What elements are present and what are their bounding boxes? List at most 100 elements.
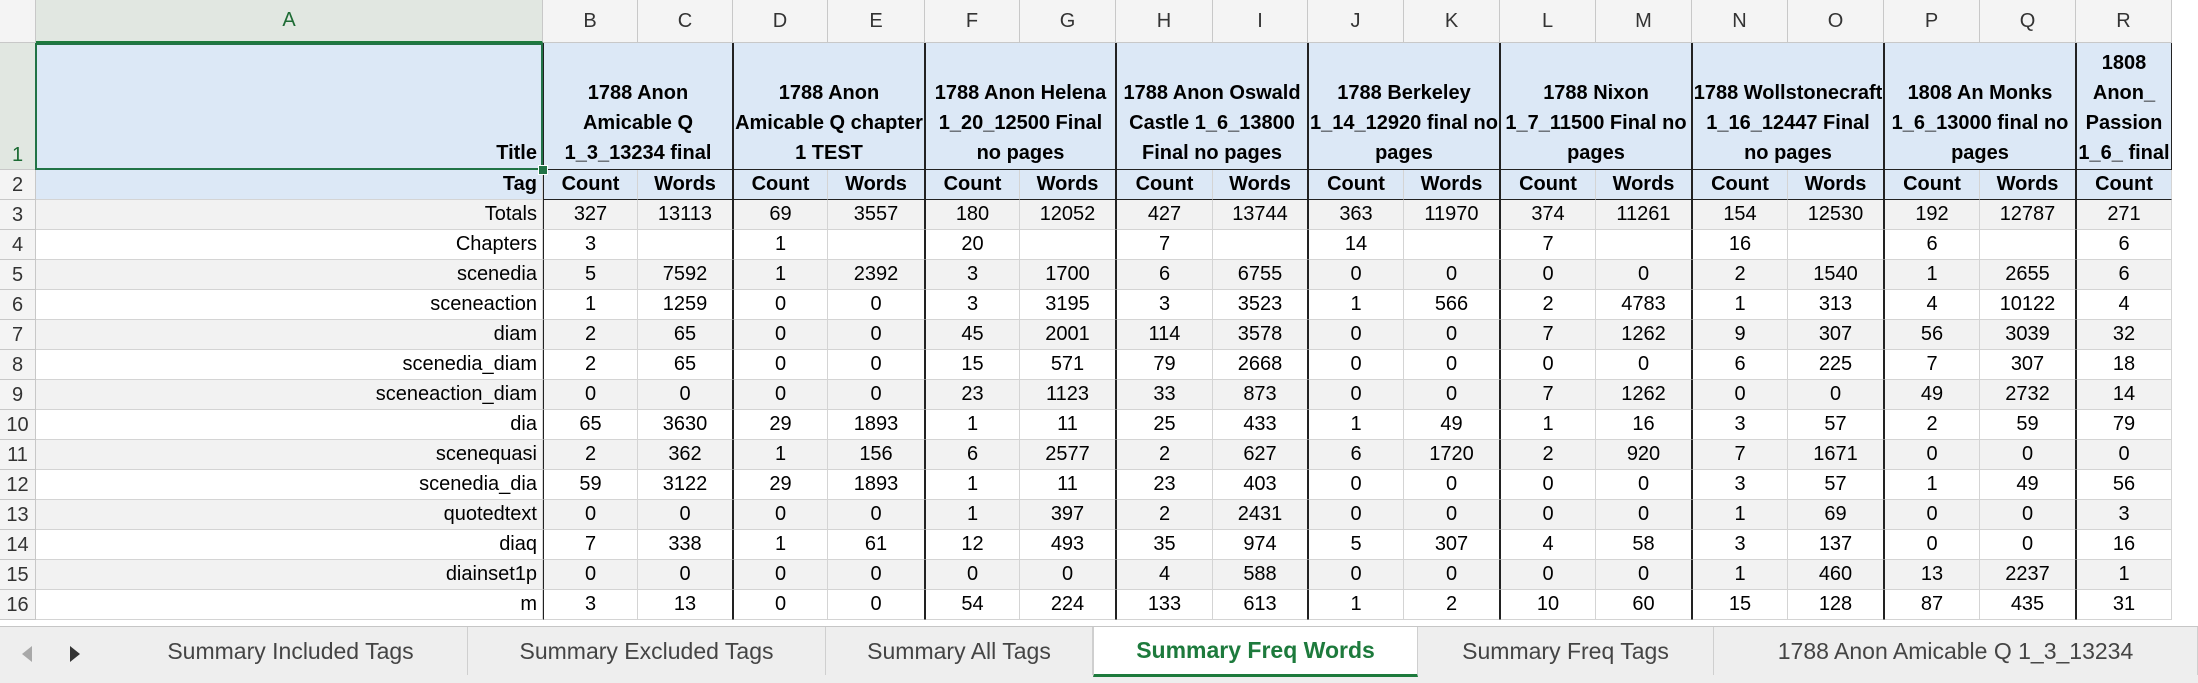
data-cell[interactable]: 49 [1980, 470, 2076, 500]
data-cell[interactable]: 460 [1788, 560, 1884, 590]
data-cell[interactable]: 0 [1308, 470, 1404, 500]
data-cell[interactable]: 1 [733, 230, 828, 260]
data-cell[interactable]: 1 [1884, 260, 1980, 290]
data-cell[interactable]: 0 [1308, 380, 1404, 410]
data-cell[interactable]: 1259 [638, 290, 733, 320]
data-cell[interactable]: 0 [1788, 380, 1884, 410]
data-cell[interactable]: 920 [1596, 440, 1692, 470]
data-cell[interactable]: 1720 [1404, 440, 1500, 470]
data-cell[interactable]: 11 [1020, 410, 1116, 440]
data-cell[interactable]: 45 [925, 320, 1020, 350]
data-cell[interactable]: 58 [1596, 530, 1692, 560]
data-cell[interactable]: 12 [925, 530, 1020, 560]
words-header-cell[interactable]: Words [638, 170, 733, 200]
data-cell[interactable]: 1 [925, 500, 1020, 530]
data-cell[interactable]: 0 [1884, 530, 1980, 560]
column-header-p[interactable]: P [1884, 0, 1980, 43]
data-cell[interactable]: 0 [1884, 500, 1980, 530]
data-cell[interactable]: 403 [1213, 470, 1308, 500]
data-cell[interactable]: 7 [1500, 230, 1596, 260]
data-cell[interactable]: 1262 [1596, 380, 1692, 410]
row-label-cell[interactable]: diaq [36, 530, 543, 560]
data-cell[interactable]: 0 [1500, 470, 1596, 500]
words-header-cell[interactable]: Words [1596, 170, 1692, 200]
data-cell[interactable]: 7 [543, 530, 638, 560]
sheet-tab[interactable]: 1788 Anon Amicable Q 1_3_13234 [1714, 627, 2198, 675]
data-cell[interactable]: 4 [2076, 290, 2172, 320]
data-cell[interactable]: 0 [1884, 440, 1980, 470]
data-cell[interactable]: 0 [1500, 560, 1596, 590]
data-cell[interactable]: 29 [733, 410, 828, 440]
row-header-15[interactable]: 15 [0, 560, 36, 590]
data-cell[interactable]: 0 [1500, 350, 1596, 380]
row-header-16[interactable]: 16 [0, 590, 36, 620]
data-cell[interactable]: 1 [1692, 560, 1788, 590]
data-cell[interactable]: 566 [1404, 290, 1500, 320]
group-title-cell[interactable]: 1788 Nixon 1_7_11500 Final no pages [1500, 43, 1692, 170]
data-cell[interactable]: 0 [1308, 320, 1404, 350]
data-cell[interactable]: 307 [1788, 320, 1884, 350]
data-cell[interactable]: 0 [733, 590, 828, 620]
data-cell[interactable] [828, 230, 925, 260]
data-cell[interactable]: 363 [1308, 200, 1404, 230]
data-cell[interactable]: 397 [1020, 500, 1116, 530]
data-cell[interactable]: 2732 [1980, 380, 2076, 410]
data-cell[interactable]: 0 [925, 560, 1020, 590]
data-cell[interactable]: 2 [1116, 500, 1213, 530]
data-cell[interactable]: 54 [925, 590, 1020, 620]
data-cell[interactable]: 0 [1500, 260, 1596, 290]
data-cell[interactable]: 15 [925, 350, 1020, 380]
data-cell[interactable]: 2577 [1020, 440, 1116, 470]
data-cell[interactable]: 3122 [638, 470, 733, 500]
sheet-tab[interactable]: Summary Freq Tags [1418, 627, 1714, 675]
data-cell[interactable]: 0 [1404, 380, 1500, 410]
data-cell[interactable]: 362 [638, 440, 733, 470]
row-label-cell[interactable]: Totals [36, 200, 543, 230]
data-cell[interactable]: 0 [1308, 500, 1404, 530]
data-cell[interactable]: 1 [925, 470, 1020, 500]
data-cell[interactable]: 2001 [1020, 320, 1116, 350]
row-header-14[interactable]: 14 [0, 530, 36, 560]
data-cell[interactable]: 7 [1692, 440, 1788, 470]
row-header-12[interactable]: 12 [0, 470, 36, 500]
title-label-cell[interactable]: Title [36, 43, 543, 170]
data-cell[interactable]: 0 [1980, 440, 2076, 470]
column-header-l[interactable]: L [1500, 0, 1596, 43]
data-cell[interactable]: 3 [925, 260, 1020, 290]
data-cell[interactable]: 3630 [638, 410, 733, 440]
tag-label-cell[interactable]: Tag [36, 170, 543, 200]
data-cell[interactable]: 16 [2076, 530, 2172, 560]
data-cell[interactable]: 0 [638, 380, 733, 410]
data-cell[interactable]: 65 [638, 320, 733, 350]
sheet-tab[interactable]: Summary Freq Words [1093, 627, 1418, 677]
data-cell[interactable]: 7 [1500, 320, 1596, 350]
data-cell[interactable]: 59 [1980, 410, 2076, 440]
data-cell[interactable]: 3523 [1213, 290, 1308, 320]
column-header-h[interactable]: H [1116, 0, 1213, 43]
data-cell[interactable]: 0 [1404, 500, 1500, 530]
data-cell[interactable]: 2 [1692, 260, 1788, 290]
data-cell[interactable]: 2 [1404, 590, 1500, 620]
data-cell[interactable]: 0 [2076, 440, 2172, 470]
row-label-cell[interactable]: scenedia [36, 260, 543, 290]
data-cell[interactable]: 1 [733, 260, 828, 290]
prev-sheet-button[interactable] [14, 641, 40, 667]
group-title-cell[interactable]: 1788 Anon Helena 1_20_12500 Final no pag… [925, 43, 1116, 170]
column-header-i[interactable]: I [1213, 0, 1308, 43]
data-cell[interactable]: 69 [733, 200, 828, 230]
data-cell[interactable]: 59 [543, 470, 638, 500]
data-cell[interactable]: 180 [925, 200, 1020, 230]
data-cell[interactable]: 154 [1692, 200, 1788, 230]
data-cell[interactable]: 0 [828, 560, 925, 590]
data-cell[interactable]: 192 [1884, 200, 1980, 230]
row-header-2[interactable]: 2 [0, 170, 36, 200]
data-cell[interactable]: 327 [543, 200, 638, 230]
data-cell[interactable]: 79 [1116, 350, 1213, 380]
data-cell[interactable]: 12052 [1020, 200, 1116, 230]
data-cell[interactable]: 2 [543, 350, 638, 380]
data-cell[interactable] [1020, 230, 1116, 260]
data-cell[interactable]: 0 [1596, 350, 1692, 380]
data-cell[interactable] [1213, 230, 1308, 260]
words-header-cell[interactable]: Words [1980, 170, 2076, 200]
row-label-cell[interactable]: diam [36, 320, 543, 350]
